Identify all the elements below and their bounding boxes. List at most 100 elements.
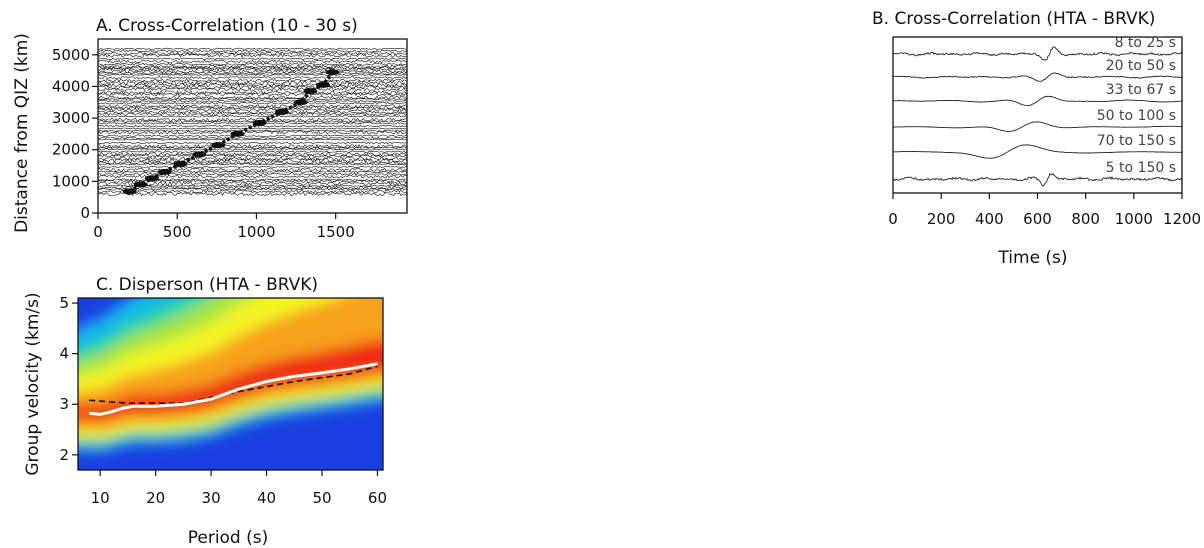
panel-c: C. Disperson (HTA - BRVK) 10 20 30 40 50 60 2 3…: [23, 275, 387, 548]
moveout-band: [128, 71, 334, 193]
panel-b-x-label: Time (s): [997, 248, 1067, 268]
trace-line: [98, 100, 407, 103]
band-label: 33 to 67 s: [1106, 82, 1176, 98]
trace-line: [98, 134, 407, 138]
trace-line: [98, 152, 407, 157]
trace-line: [98, 73, 407, 76]
trace-line: [98, 107, 407, 112]
heatmap-bands: [78, 298, 383, 453]
trace-line: [98, 71, 407, 75]
bandpass-trace: [893, 172, 1182, 187]
panel-c-axes: 10 20 30 40 50 60 2 3 4 5: [59, 294, 387, 507]
trace-line: [98, 160, 407, 165]
trace-line: [98, 117, 407, 123]
trace-line: [98, 150, 407, 154]
band-label: 70 to 150 s: [1097, 133, 1176, 149]
bandpass-trace: [893, 46, 1182, 61]
band-label: 50 to 100 s: [1097, 108, 1176, 124]
x-tick-label: 600: [1023, 210, 1052, 228]
x-tick-label: 0: [888, 210, 898, 228]
trace-line: [98, 95, 407, 100]
trace-line: [98, 167, 407, 173]
bandpass-trace: [893, 121, 1182, 132]
trace-line: [98, 78, 407, 83]
x-tick-label: 10: [91, 489, 110, 507]
trace-line: [98, 185, 407, 190]
trace-line: [98, 124, 407, 128]
panel-c-x-label: Period (s): [188, 528, 269, 548]
y-tick-label: 3000: [52, 109, 90, 127]
heatmap-band: [78, 339, 383, 422]
trace-line: [98, 156, 407, 162]
y-tick-label: 4000: [52, 77, 90, 95]
bandpass-trace: [893, 95, 1182, 107]
trace-line: [98, 59, 407, 64]
trace-line: [98, 153, 407, 158]
x-tick-label: 50: [312, 489, 331, 507]
trace-line: [98, 47, 407, 50]
x-tick-label: 200: [927, 210, 956, 228]
panel-a-traces: [98, 47, 407, 197]
panel-a-moveout-marks: [122, 69, 340, 195]
x-tick-label: 400: [975, 210, 1004, 228]
y-tick-label: 4: [59, 345, 69, 363]
bandpass-trace: [893, 72, 1182, 82]
trace-line: [98, 67, 407, 72]
y-tick-label: 1000: [52, 172, 90, 190]
x-tick-label: 0: [93, 223, 103, 241]
trace-line: [98, 64, 407, 69]
trace-line: [98, 129, 407, 132]
trace-line: [98, 69, 407, 74]
trace-line: [98, 65, 407, 71]
trace-line: [98, 184, 407, 187]
x-tick-label: 1200: [1163, 210, 1201, 228]
trace-line: [98, 122, 407, 125]
panel-b-traces: [893, 46, 1182, 187]
y-tick-label: 2: [59, 446, 69, 464]
panel-a-y-label: Distance from QIZ (km): [12, 33, 32, 233]
x-tick-label: 20: [146, 489, 165, 507]
x-tick-label: 40: [257, 489, 276, 507]
reference-curve: [89, 365, 378, 405]
y-tick-label: 3: [59, 395, 69, 413]
trace-line: [98, 158, 407, 163]
y-tick-label: 2000: [52, 141, 90, 159]
trace-line: [98, 141, 407, 145]
trace-line: [98, 80, 407, 86]
panel-c-title: C. Disperson (HTA - BRVK): [96, 275, 318, 295]
trace-line: [98, 104, 407, 109]
x-tick-label: 800: [1071, 210, 1100, 228]
trace-line: [98, 144, 407, 149]
x-tick-label: 30: [202, 489, 221, 507]
trace-line: [98, 90, 407, 95]
panel-b-title: B. Cross-Correlation (HTA - BRVK): [872, 9, 1155, 29]
trace-line: [98, 112, 407, 116]
trace-line: [98, 130, 407, 135]
trace-line: [98, 62, 407, 66]
y-tick-label: 0: [80, 204, 90, 222]
trace-line: [98, 57, 407, 60]
panel-a-frame: [97, 38, 408, 214]
x-tick-label: 60: [368, 489, 387, 507]
panel-b: B. Cross-Correlation (HTA - BRVK) 8 to 2…: [872, 9, 1201, 268]
panel-a: A. Cross-Correlation (10 - 30 s) 0 500 100…: [12, 16, 408, 241]
trace-line: [98, 187, 407, 191]
trace-line: [98, 49, 407, 53]
y-tick-label: 5: [59, 294, 69, 312]
x-tick-label: 1000: [1115, 210, 1153, 228]
panel-a-title: A. Cross-Correlation (10 - 30 s): [96, 16, 358, 36]
trace-line: [98, 110, 407, 114]
x-tick-label: 1500: [317, 223, 355, 241]
trace-line: [98, 170, 407, 173]
trace-line: [98, 87, 407, 92]
x-tick-label: 1000: [237, 223, 275, 241]
arrival-point: [192, 151, 207, 158]
trace-line: [98, 127, 407, 130]
trace-line: [98, 179, 407, 184]
group-velocity-curve: [88, 362, 378, 416]
panel-b-band-labels: 8 to 25 s 20 to 50 s 33 to 67 s 50 to 100 s…: [1097, 35, 1176, 176]
panel-c-heatmap: [78, 298, 383, 470]
x-tick-label: 500: [163, 223, 192, 241]
trace-line: [98, 138, 407, 141]
